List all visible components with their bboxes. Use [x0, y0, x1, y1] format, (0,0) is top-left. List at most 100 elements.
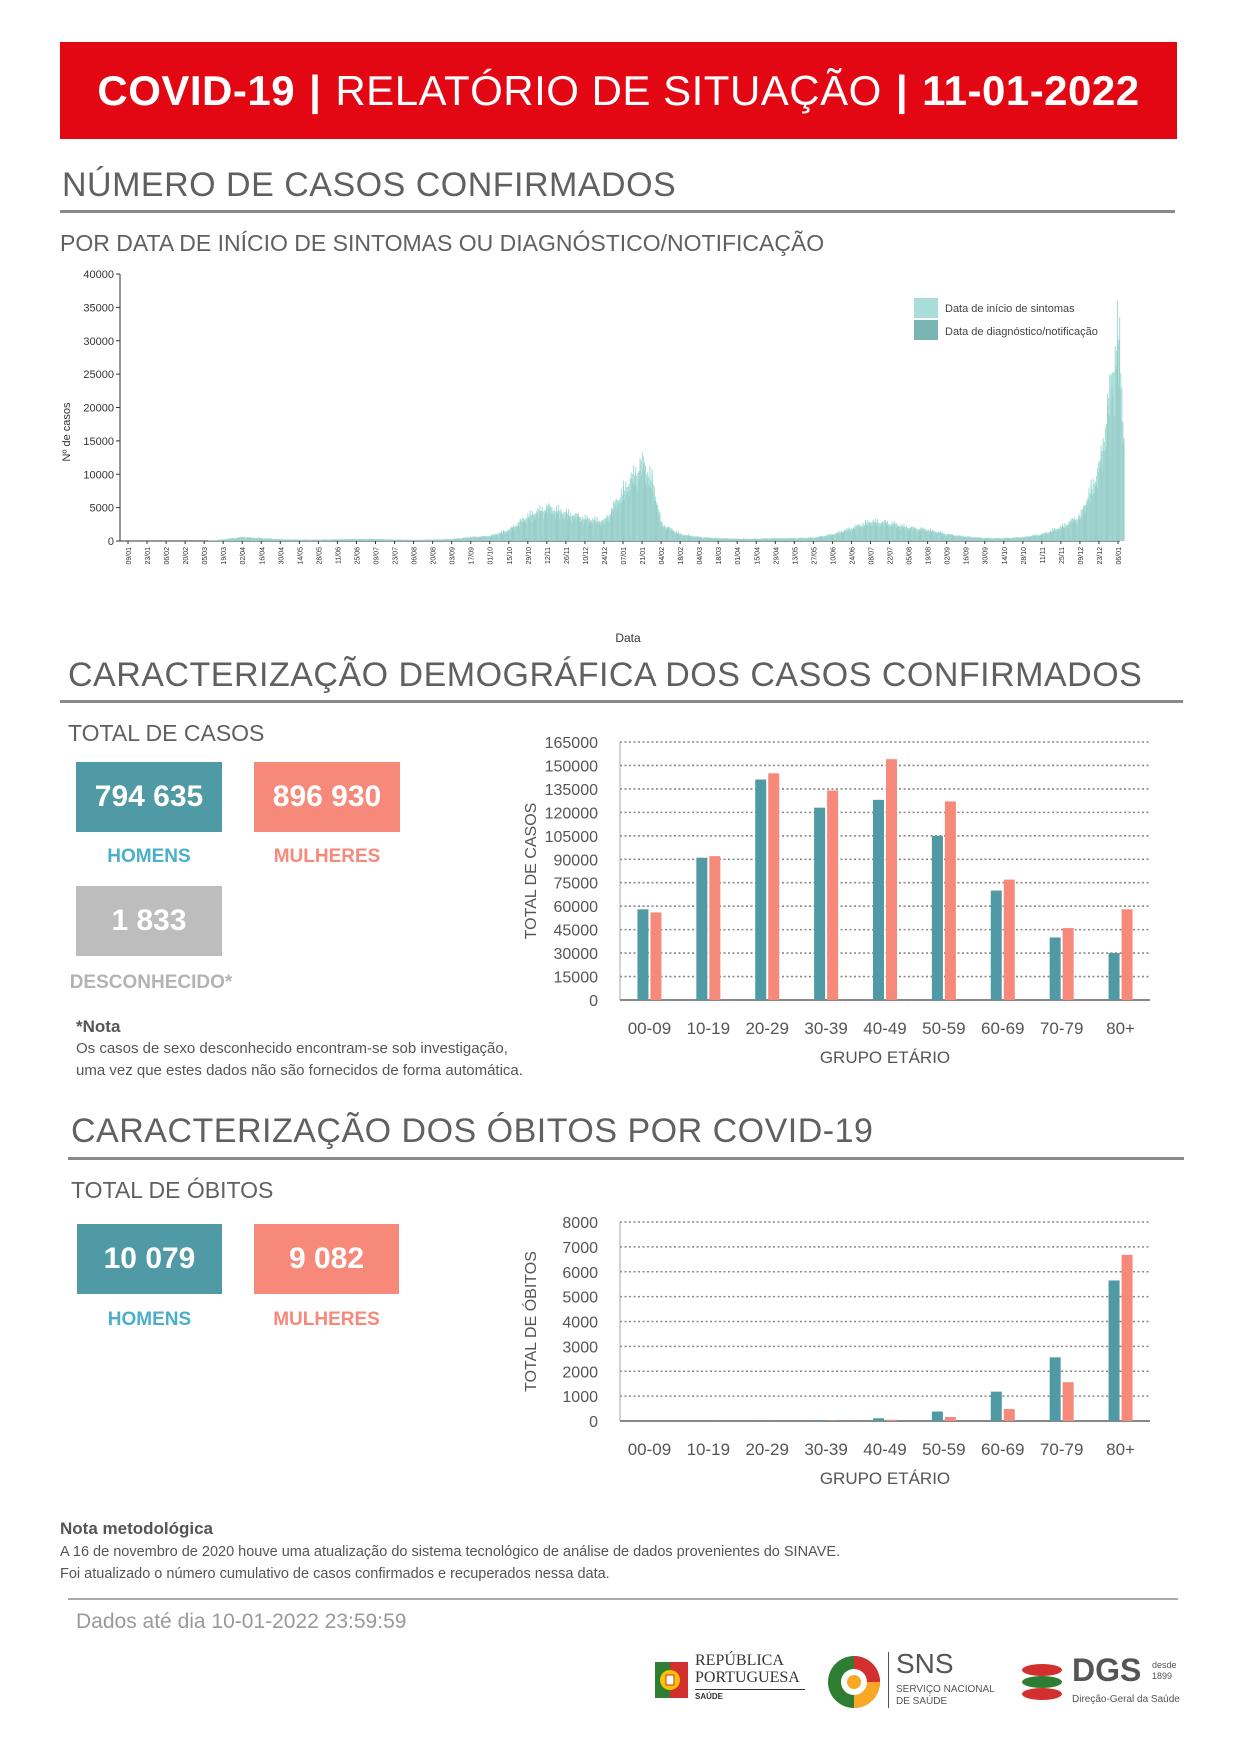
epi-y-tick-label: 10000: [83, 469, 114, 481]
epi-x-tick-label: 04/02: [659, 547, 666, 565]
epi-bar-notification: [1007, 538, 1008, 541]
deaths-age-bar-women: [1003, 1409, 1015, 1421]
epi-bar-notification: [355, 539, 357, 541]
epi-bar-notification: [648, 484, 650, 541]
epi-bar-notification: [296, 539, 298, 541]
epi-bar-notification: [450, 539, 452, 541]
cases-section-subtitle: POR DATA DE INÍCIO DE SINTOMAS OU DIAGNÓ…: [60, 230, 825, 256]
epi-series: [208, 301, 1125, 541]
epi-bar-notification: [735, 538, 737, 541]
epi-bar-notification: [632, 481, 633, 541]
epi-bar-notification: [1079, 519, 1081, 541]
deaths-age-x-tick-label: 80+: [1106, 1440, 1135, 1459]
epi-bar-notification: [454, 538, 456, 541]
epi-x-tick-label: 06/08: [412, 547, 419, 565]
epi-bar-notification: [535, 519, 536, 541]
epi-bar-notification: [897, 526, 898, 541]
epi-bar-notification: [1070, 520, 1072, 541]
epi-bar-notification: [515, 527, 517, 541]
epi-bar-notification: [1026, 537, 1028, 541]
epi-bar-notification: [380, 539, 381, 541]
epi-legend: Data de início de sintomas Data de diagn…: [914, 298, 1098, 340]
epi-bar-notification: [1054, 529, 1056, 541]
deaths-age-y-tick-label: 5000: [562, 1290, 598, 1307]
epi-bar-notification: [926, 531, 928, 541]
epi-x-tick-label: 14/05: [297, 547, 304, 565]
epi-bar-notification: [1120, 389, 1122, 541]
epi-bar-notification: [1050, 531, 1051, 541]
epi-bar-notification: [768, 539, 770, 541]
epi-bar-notification: [1068, 526, 1070, 541]
deaths-age-y-tick-label: 4000: [562, 1315, 598, 1332]
epi-bar-notification: [1118, 384, 1119, 541]
epi-bar-notification: [839, 532, 841, 541]
deaths-age-x-tick-label: 70-79: [1040, 1440, 1083, 1459]
epi-bar-notification: [797, 538, 798, 541]
epi-bar-notification: [225, 539, 226, 541]
epi-x-tick-label: 24/12: [602, 547, 609, 565]
epi-bar-notification: [359, 539, 360, 541]
epi-bar-notification: [285, 539, 287, 541]
epi-bar-notification: [833, 535, 834, 541]
epi-bar-notification: [690, 536, 691, 541]
epi-bar-notification: [223, 539, 225, 541]
epi-bar-notification: [350, 539, 352, 541]
epi-bar-notification: [440, 539, 442, 541]
method-note-line-2: Foi atualizado o número cumulativo de ca…: [60, 1566, 610, 1582]
epi-bar-notification: [302, 539, 303, 541]
epi-bar-notification: [402, 539, 403, 541]
epi-bar-notification: [667, 529, 668, 541]
epi-bar-notification: [613, 508, 614, 541]
epi-bar-notification: [611, 510, 612, 541]
epi-bar-notification: [791, 538, 793, 541]
epi-bar-notification: [520, 521, 522, 541]
epi-bar-notification: [335, 539, 336, 541]
epi-bar-notification: [1089, 502, 1091, 541]
epi-bar-notification: [688, 535, 689, 541]
epi-bar-notification: [645, 482, 646, 541]
epi-bar-notification: [430, 539, 432, 541]
epi-bar-notification: [542, 519, 544, 541]
epi-bar-notification: [780, 538, 782, 541]
epi-bar-notification: [594, 518, 596, 541]
banner-date: 11-01-2022: [922, 66, 1140, 114]
epi-bar-notification: [578, 515, 579, 541]
epi-bar-notification: [490, 537, 491, 541]
deaths-age-bar-men: [814, 1420, 826, 1421]
epi-bar-notification: [514, 530, 515, 541]
deaths-age-y-tick-label: 8000: [562, 1215, 598, 1232]
epi-bar-notification: [597, 523, 599, 541]
epi-bar-notification: [663, 526, 665, 541]
epi-bar-notification: [577, 517, 578, 541]
epi-bar-notification: [767, 538, 768, 541]
epi-bar-notification: [854, 529, 855, 541]
epi-bar-notification: [618, 503, 620, 541]
epi-bar-notification: [1057, 530, 1059, 541]
epi-x-tick-label: 11/06: [335, 547, 342, 564]
epi-bar-notification: [878, 525, 880, 541]
epi-bar-notification: [975, 537, 976, 541]
epi-bar-notification: [1065, 527, 1067, 541]
epi-bar-notification: [778, 538, 779, 541]
epi-bar-notification: [801, 538, 803, 541]
epi-bar-notification: [485, 537, 487, 541]
epi-bar-notification: [428, 539, 430, 541]
epi-bar-notification: [303, 539, 304, 541]
epi-bar-notification: [390, 539, 391, 541]
epi-bar-notification: [749, 539, 751, 541]
demo-note-line-2: uma vez que estes dados não são fornecid…: [76, 1062, 523, 1079]
epi-bar-notification: [700, 537, 701, 541]
epi-bar-notification: [674, 533, 676, 541]
epi-bar-notification: [233, 538, 235, 541]
epi-bar-notification: [353, 539, 355, 541]
epi-bar-notification: [943, 534, 944, 541]
epi-bar-notification: [1046, 533, 1048, 541]
epi-bar-notification: [955, 536, 957, 541]
epi-bar-notification: [1039, 536, 1040, 541]
epi-bar-notification: [1077, 522, 1079, 541]
epi-bar-notification: [1116, 366, 1117, 541]
deaths-men-box: 10 079: [77, 1224, 222, 1294]
epi-bar-notification: [958, 535, 960, 541]
legend-swatch-notification: [914, 320, 938, 340]
deaths-age-x-tick-label: 40-49: [863, 1440, 906, 1459]
